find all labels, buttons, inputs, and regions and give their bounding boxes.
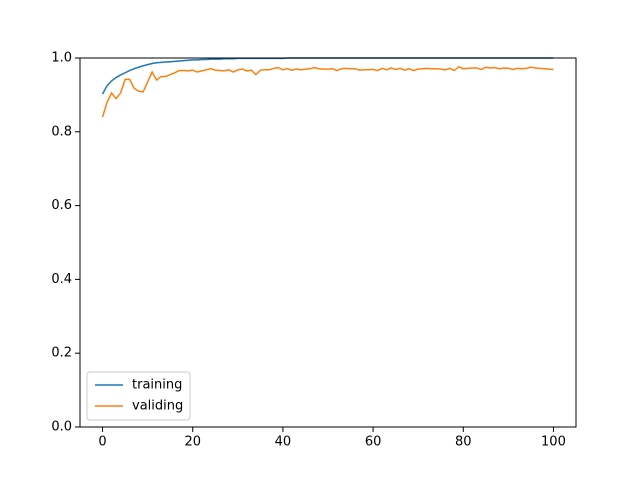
x-tick-label: 0: [98, 435, 106, 450]
y-tick-label: 1.0: [51, 51, 72, 66]
x-tick-label: 20: [184, 435, 201, 450]
y-tick-label: 0.4: [51, 272, 72, 287]
x-tick-label: 80: [455, 435, 472, 450]
y-tick-label: 0.2: [51, 346, 72, 361]
x-tick-label: 40: [275, 435, 292, 450]
y-tick-label: 0.0: [51, 420, 72, 435]
x-tick-label: 60: [365, 435, 382, 450]
legend-label: validing: [132, 399, 183, 414]
x-tick-label: 100: [541, 435, 566, 450]
series-line: [101, 57, 554, 95]
y-tick-label: 0.6: [51, 198, 72, 213]
legend-label: training: [132, 378, 182, 393]
plot-frame: [79, 57, 577, 428]
series-line: [101, 65, 554, 118]
legend-box: [86, 371, 191, 421]
y-tick-label: 0.8: [51, 124, 72, 139]
